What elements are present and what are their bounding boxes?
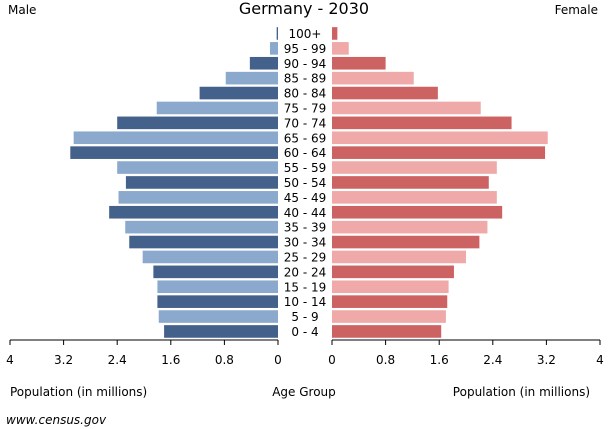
- male-bar: [109, 205, 278, 219]
- female-tick-label: 0: [328, 353, 336, 367]
- age-group-label: 35 - 39: [284, 221, 327, 235]
- age-group-label: 10 - 14: [284, 295, 327, 309]
- female-bar: [332, 116, 512, 130]
- male-bars: [70, 27, 279, 338]
- male-bar: [269, 42, 278, 55]
- female-bar: [332, 191, 497, 204]
- female-bars: [332, 27, 548, 338]
- female-bar: [332, 310, 446, 323]
- female-bar: [332, 86, 438, 100]
- age-group-label: 40 - 44: [284, 206, 327, 220]
- male-tick-label: 1.6: [161, 353, 180, 367]
- male-bar: [125, 220, 279, 234]
- female-bar: [332, 235, 480, 249]
- age-group-axis-label: Age Group: [272, 385, 336, 399]
- female-tick-label: 0.8: [376, 353, 395, 367]
- age-group-label: 60 - 64: [284, 146, 327, 160]
- female-tick-label: 4: [596, 353, 604, 367]
- age-group-label: 45 - 49: [284, 191, 327, 205]
- male-axis-label: Population (in millions): [10, 385, 147, 399]
- male-bar: [225, 71, 278, 85]
- female-bar: [332, 42, 349, 55]
- male-tick-label: 0: [274, 353, 282, 367]
- male-tick-label: 0.8: [215, 353, 234, 367]
- age-group-label: 65 - 69: [284, 131, 327, 145]
- female-bar: [332, 146, 546, 159]
- male-bar: [276, 27, 278, 40]
- male-bar: [129, 235, 278, 249]
- female-bar: [332, 131, 548, 145]
- male-bar: [73, 131, 279, 145]
- female-bar: [332, 265, 454, 279]
- male-tick-label: 4: [6, 353, 14, 367]
- age-group-label: 25 - 29: [284, 250, 327, 264]
- male-bar: [157, 280, 278, 294]
- male-bar: [156, 101, 278, 115]
- male-bar: [249, 56, 278, 70]
- female-bar: [332, 325, 442, 338]
- age-group-label: 70 - 74: [284, 116, 327, 130]
- source-label: www.census.gov: [6, 413, 107, 427]
- female-axis-ticks: 0 0.8 1.6 2.4 3.2 4: [328, 340, 604, 367]
- female-bar: [332, 71, 414, 85]
- female-bar: [332, 295, 448, 308]
- age-group-label: 95 - 99: [284, 42, 327, 56]
- male-bar: [70, 146, 278, 159]
- age-group-label: 100+: [289, 27, 322, 41]
- male-bar: [157, 295, 278, 308]
- female-bar: [332, 27, 338, 40]
- female-bar: [332, 161, 497, 174]
- female-tick-label: 3.2: [537, 353, 556, 367]
- female-tick-label: 2.4: [483, 353, 502, 367]
- age-group-label: 30 - 34: [284, 236, 327, 250]
- male-bar: [199, 86, 278, 100]
- age-group-label: 75 - 79: [284, 101, 327, 115]
- female-bar: [332, 220, 488, 234]
- male-tick-label: 2.4: [108, 353, 127, 367]
- female-bar: [332, 176, 489, 189]
- age-group-label: 0 - 4: [291, 325, 318, 339]
- age-group-label: 55 - 59: [284, 161, 327, 175]
- male-bar: [153, 265, 278, 279]
- age-group-label: 50 - 54: [284, 176, 327, 190]
- chart-title: Germany - 2030: [239, 0, 369, 18]
- male-bar: [118, 191, 278, 204]
- male-label: Male: [8, 3, 36, 17]
- female-label: Female: [555, 3, 598, 17]
- female-bar: [332, 101, 481, 115]
- age-group-label: 15 - 19: [284, 280, 327, 294]
- female-bar: [332, 250, 466, 264]
- female-bar: [332, 205, 503, 219]
- male-bar: [142, 250, 278, 264]
- female-bar: [332, 56, 386, 70]
- age-group-label: 85 - 89: [284, 72, 327, 86]
- male-bar: [125, 176, 278, 189]
- male-bar: [117, 116, 278, 130]
- age-group-label: 5 - 9: [291, 310, 318, 324]
- male-bar: [117, 161, 278, 174]
- age-group-label: 20 - 24: [284, 265, 327, 279]
- male-bar: [158, 310, 278, 323]
- female-axis-label: Population (in millions): [453, 385, 590, 399]
- male-axis-ticks: 4 3.2 2.4 1.6 0.8 0: [6, 340, 282, 367]
- male-tick-label: 3.2: [54, 353, 73, 367]
- age-group-label: 90 - 94: [284, 57, 327, 71]
- female-bar: [332, 280, 449, 294]
- female-tick-label: 1.6: [430, 353, 449, 367]
- age-group-label: 80 - 84: [284, 87, 327, 101]
- male-bar: [164, 325, 278, 338]
